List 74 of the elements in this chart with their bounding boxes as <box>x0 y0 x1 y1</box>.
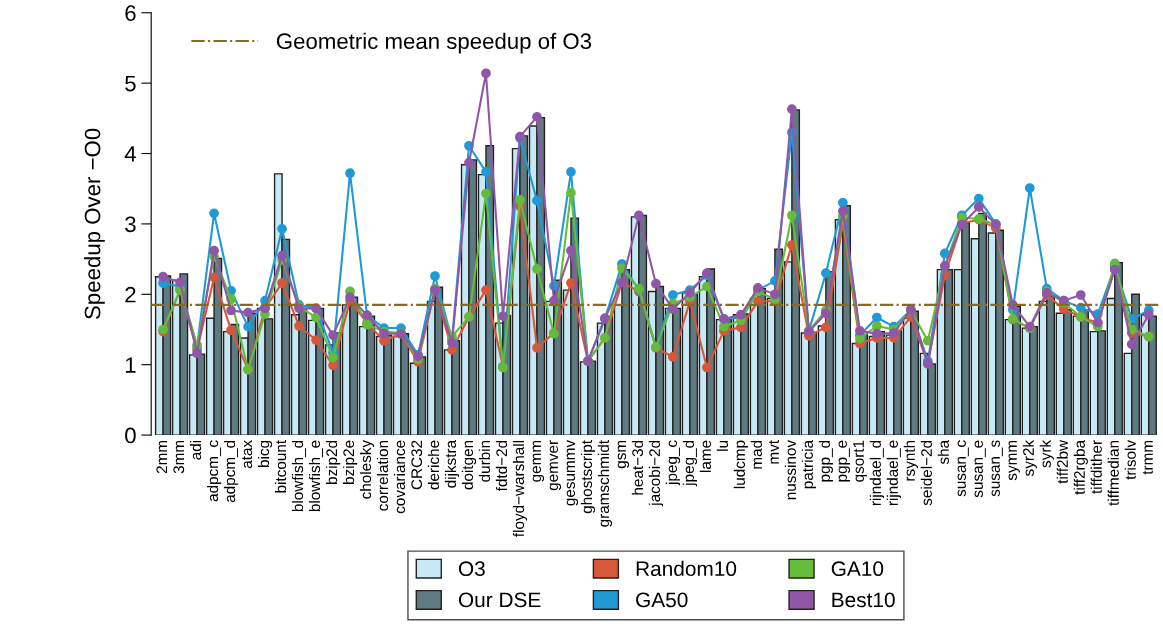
x-tick-label: ghostscript <box>580 440 596 514</box>
x-tick-label: 2mm <box>156 440 168 474</box>
x-tick-label: susan_s <box>991 440 1003 497</box>
x-tick-label: sha <box>937 439 949 465</box>
x-tick-label: mad <box>750 440 762 469</box>
x-tick-label: susan_c <box>957 440 969 497</box>
x-tick-label: bitcount <box>274 440 287 493</box>
x-tick-label: pgp_e <box>838 440 850 482</box>
legend-label: Geometric mean speedup of O3 <box>276 32 592 54</box>
x-tick-label: tiff2rgba <box>1073 439 1088 495</box>
x-tick-label: bzip2e <box>342 440 358 484</box>
x-tick-label: gramschmidt <box>597 440 613 527</box>
y-tick-label: 1 <box>125 357 136 373</box>
x-tick-label: gesummv <box>566 439 579 506</box>
x-tick-label: nussinov <box>784 439 796 500</box>
y-tick-label: 6 <box>125 5 136 22</box>
x-tick-label: jpeg_c <box>665 440 681 486</box>
x-tick-label: trisolv <box>1124 439 1136 480</box>
x-tick-label: syr2k <box>1022 439 1037 477</box>
x-tick-label: rijndael_e <box>886 440 901 506</box>
x-tick-label: correlation <box>376 440 389 511</box>
x-tick-label: susan_e <box>974 440 986 498</box>
legend-label: Best10 <box>832 592 895 608</box>
x-tick-label: floyd−warshall <box>512 440 528 537</box>
y-tick-label: 2 <box>125 286 136 303</box>
legend-label: Our DSE <box>458 592 541 608</box>
y-tick-label: 4 <box>124 146 136 162</box>
x-tick-label: patricia <box>801 439 816 489</box>
x-tick-label: mvt <box>768 440 779 464</box>
y-axis-title: Speedup Over −O0 <box>84 128 105 319</box>
x-tick-label: lame <box>699 440 712 473</box>
legend-label: GA10 <box>831 561 884 577</box>
x-tick-label: doitgen <box>461 440 477 490</box>
x-tick-label: symm <box>1008 440 1020 481</box>
x-tick-label: rijndael_d <box>869 440 884 506</box>
x-tick-label: atax <box>242 440 253 469</box>
x-tick-label: 3mm <box>173 440 185 474</box>
x-tick-label: lu <box>716 440 729 451</box>
x-tick-label: bzip2d <box>325 440 341 484</box>
x-tick-label: jacobi−2d <box>648 440 664 507</box>
x-tick-label: covariance <box>393 440 406 514</box>
x-tick-label: pgp_d <box>818 440 833 482</box>
x-tick-label: gsm <box>617 440 630 469</box>
x-tick-label: dijkstra <box>444 439 460 488</box>
x-tick-label: blowfish_d <box>291 440 307 512</box>
y-tick-label: 3 <box>125 216 136 233</box>
x-tick-label: tiffdither <box>1090 440 1102 494</box>
x-tick-label: adi <box>189 440 202 460</box>
legend-label: O3 <box>458 561 485 577</box>
x-tick-label: qsort1 <box>853 440 867 482</box>
x-tick-label: adpcm_d <box>223 440 239 503</box>
x-tick-label: cholesky <box>359 439 375 499</box>
x-tick-label: tiffmedian <box>1107 440 1119 506</box>
legend-label: GA50 <box>636 592 688 608</box>
x-tick-label: seidel−2d <box>920 440 932 506</box>
x-tick-label: jpeg_d <box>682 440 698 487</box>
x-tick-label: rsynth <box>903 440 918 481</box>
x-tick-label: syrk <box>1039 439 1054 468</box>
x-tick-label: adpcm_c <box>206 440 222 502</box>
y-tick-label: 5 <box>125 75 136 92</box>
y-tick-label: 0 <box>125 427 136 444</box>
x-tick-label: heat−3d <box>631 440 644 495</box>
x-tick-label: blowfish_e <box>308 440 324 512</box>
x-tick-label: tiff2bw <box>1056 439 1068 484</box>
x-tick-label: bicg <box>257 440 273 467</box>
x-tick-label: gemver <box>549 440 562 491</box>
x-tick-label: gemm <box>532 440 545 482</box>
legend-label: Random10 <box>636 560 737 577</box>
x-tick-label: durbin <box>478 440 491 482</box>
x-tick-label: trmm <box>1142 440 1153 475</box>
x-tick-label: fdtd−2d <box>495 440 508 492</box>
x-tick-label: deriche <box>427 440 440 490</box>
x-tick-label: CRC32 <box>411 440 423 490</box>
x-tick-label: ludcmp <box>733 440 749 489</box>
